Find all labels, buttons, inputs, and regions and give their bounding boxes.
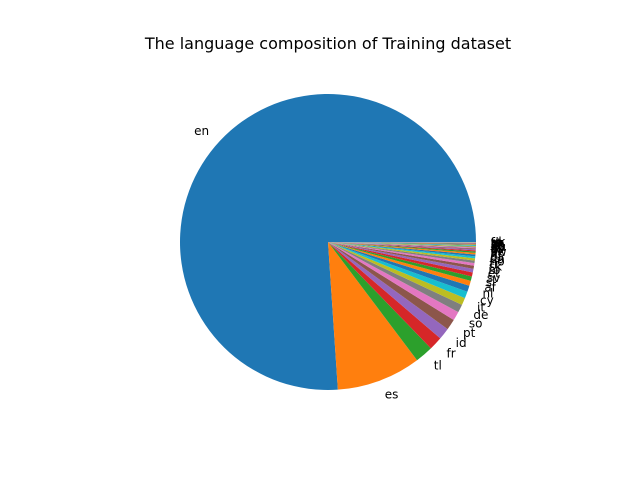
pie-slices xyxy=(180,94,477,391)
pie-slice-lt xyxy=(328,242,476,253)
pie-label-lv: lv xyxy=(491,238,501,252)
pie-slice-cy xyxy=(328,242,468,299)
pie-label-ru: ru xyxy=(491,236,504,250)
pie-slice-cs xyxy=(328,242,476,249)
pie-label-da: da xyxy=(490,252,505,266)
pie-slice-en xyxy=(180,94,476,391)
pie-label-hu: hu xyxy=(491,240,506,254)
pie-label-hr: hr xyxy=(490,248,503,262)
pie-label-sq: sq xyxy=(491,237,505,251)
pie-slice-ca xyxy=(328,242,476,257)
pie-label-fr: fr xyxy=(446,347,455,361)
pie-label-sw: sw xyxy=(491,245,507,259)
pie-label-tr: tr xyxy=(489,257,499,271)
pie-slice-sq xyxy=(328,242,476,245)
pie-slice-ru xyxy=(328,242,477,243)
pie-label-cs: cs xyxy=(491,242,504,256)
pie-slice-et xyxy=(328,242,474,273)
pie-slice-sw xyxy=(328,242,476,252)
pie-label-th: th xyxy=(491,235,503,249)
pie-slice-pl xyxy=(328,242,476,251)
pie-label-pl: pl xyxy=(491,244,502,258)
pie-slice-af xyxy=(328,242,471,286)
pie-slice-tl xyxy=(328,242,431,361)
pie-label-ca: ca xyxy=(490,250,504,264)
pie-labels: en es tlfridptsodeitcynlafslsvetrosktrnoda… xyxy=(194,124,507,402)
pie-label-ch: ch xyxy=(491,238,505,252)
pie-label-uk: uk xyxy=(491,235,506,249)
pie-slice-sk xyxy=(328,242,475,266)
pie-slice-zh xyxy=(328,242,476,244)
pie-label-tl: tl xyxy=(434,359,442,373)
pie-label-id: id xyxy=(456,336,467,350)
pie-label-af: af xyxy=(484,280,496,294)
pie-label-vi: vi xyxy=(491,241,501,255)
pie-label-lt: lt xyxy=(490,246,498,260)
pie-slice-sv xyxy=(328,242,473,277)
pie-slice-pt xyxy=(328,242,454,330)
pie-label-et: et xyxy=(488,267,500,281)
pie-label-no: no xyxy=(490,254,505,268)
pie-label-sk: sk xyxy=(489,260,502,274)
pie-slice-ch xyxy=(328,242,476,245)
pie-label-sv: sv xyxy=(487,271,500,285)
pie-label-so: so xyxy=(469,317,483,331)
pie-slice-id xyxy=(328,242,448,339)
pie-slice-so xyxy=(328,242,459,321)
pie-label-nl: nl xyxy=(482,286,493,300)
pie-slice-sl xyxy=(328,242,472,281)
pie-label-cy: cy xyxy=(480,293,494,307)
pie-label-ro: ro xyxy=(488,263,500,277)
pie-slice-ja xyxy=(328,242,476,244)
pie-slice-it xyxy=(328,242,465,305)
pie-slice-vi xyxy=(328,242,476,248)
pie-label-fi: fi xyxy=(491,243,499,257)
chart-title: The language composition of Training dat… xyxy=(144,34,511,53)
pie-slice-no xyxy=(328,242,476,261)
pie-label-es: es xyxy=(385,388,399,402)
pie-slice-fi xyxy=(328,242,476,250)
pie-label-en: en xyxy=(194,124,209,138)
pie-slice-fa xyxy=(328,242,477,243)
pie-slice-ro xyxy=(328,242,475,269)
pie-slice-ko xyxy=(328,242,476,247)
pie-slice-hu xyxy=(328,242,476,247)
pie-slice-nl xyxy=(328,242,470,292)
pie-label-ko: ko xyxy=(491,239,505,253)
pie-slice-da xyxy=(328,242,476,259)
pie-label-ja: ja xyxy=(490,237,502,251)
pie-label-de: de xyxy=(473,308,488,322)
pie-slice-es xyxy=(328,242,418,390)
pie-label-zh: zh xyxy=(491,237,505,251)
pie-slice-tr xyxy=(328,242,475,264)
pie-label-fa: fa xyxy=(491,236,503,250)
pie-label-it: it xyxy=(477,300,485,314)
pie-slice-lv xyxy=(328,242,476,246)
pie-slice-ar xyxy=(328,242,477,244)
pie-label-ar: ar xyxy=(491,236,503,250)
pie-label-sl: sl xyxy=(486,275,496,289)
pie-label-pt: pt xyxy=(463,326,476,340)
pie-slice-de xyxy=(328,242,462,313)
pie-slice-fr xyxy=(328,242,441,349)
pie-slice-hr xyxy=(328,242,476,255)
